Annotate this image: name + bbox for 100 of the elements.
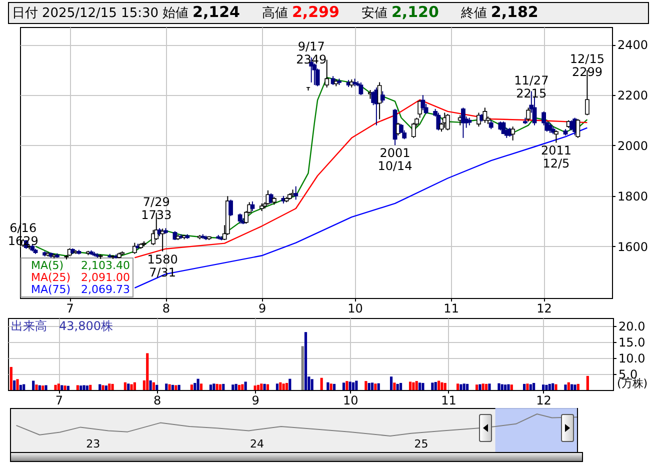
bar bbox=[498, 383, 500, 390]
bar bbox=[326, 382, 330, 390]
annotation: 11/27 2215 bbox=[514, 73, 549, 100]
bar bbox=[38, 385, 41, 390]
x-tick-label: 10 bbox=[348, 302, 363, 316]
y-tick-label: 2000 bbox=[618, 138, 648, 153]
bar bbox=[200, 384, 203, 390]
bar bbox=[196, 378, 200, 390]
bar bbox=[238, 384, 241, 390]
annotation: 2001 10/14 bbox=[378, 146, 412, 174]
y-axis-title: (万株) bbox=[617, 377, 648, 390]
bar bbox=[86, 386, 88, 390]
bar bbox=[133, 382, 136, 390]
bar bbox=[523, 384, 526, 390]
bar bbox=[348, 382, 352, 390]
x-tick-label: 12 bbox=[536, 394, 552, 408]
bar bbox=[346, 381, 348, 390]
x-tick-label: 8 bbox=[162, 302, 170, 316]
bar bbox=[282, 384, 285, 390]
bar bbox=[285, 382, 288, 390]
x-tick-label: 23 bbox=[86, 438, 100, 450]
bar bbox=[320, 378, 323, 390]
annotation: 2,069.73 bbox=[81, 283, 130, 296]
x-tick-label: 10 bbox=[342, 394, 358, 408]
text: 2,182 bbox=[490, 3, 538, 21]
bar bbox=[418, 382, 422, 390]
bar bbox=[241, 384, 244, 390]
candlestick bbox=[380, 90, 385, 104]
bar bbox=[64, 386, 66, 390]
bar bbox=[482, 384, 484, 390]
bar bbox=[437, 380, 440, 390]
candlestick bbox=[250, 200, 255, 212]
bar bbox=[475, 384, 478, 390]
bar bbox=[412, 382, 415, 390]
text: MA(25) bbox=[31, 271, 71, 284]
bar bbox=[466, 384, 469, 390]
bar bbox=[171, 384, 174, 390]
bar bbox=[368, 382, 370, 390]
bar bbox=[526, 384, 529, 390]
bar bbox=[408, 382, 412, 390]
bar bbox=[76, 385, 79, 390]
bar bbox=[127, 384, 130, 390]
line-series bbox=[134, 127, 588, 289]
x-tick-label: 11 bbox=[441, 394, 456, 408]
y-tick-label: 2400 bbox=[618, 38, 648, 52]
candlestick bbox=[436, 112, 441, 131]
bar bbox=[310, 379, 314, 390]
bar bbox=[364, 381, 368, 390]
bar bbox=[254, 386, 256, 390]
bar bbox=[485, 384, 488, 390]
y-tick-label: 1600 bbox=[618, 240, 648, 254]
bar bbox=[16, 379, 19, 390]
bar bbox=[266, 384, 270, 390]
y-tick-label: 15.0 bbox=[618, 336, 646, 350]
bar bbox=[174, 385, 178, 390]
y-tick-label: 10.0 bbox=[618, 352, 646, 366]
y-tick-label: 2200 bbox=[618, 88, 648, 103]
bar bbox=[108, 384, 111, 390]
annotation: 1580 7/31 bbox=[147, 252, 178, 280]
bar bbox=[415, 381, 418, 390]
bar bbox=[507, 384, 510, 390]
bar bbox=[504, 384, 507, 390]
text: 終値 bbox=[460, 6, 487, 21]
text: 安値 bbox=[361, 6, 388, 21]
bar bbox=[456, 384, 460, 390]
bar bbox=[44, 385, 48, 390]
bar bbox=[42, 386, 44, 390]
bar bbox=[301, 346, 304, 390]
bar bbox=[532, 382, 536, 390]
bar bbox=[276, 384, 279, 390]
bar bbox=[396, 384, 399, 390]
bar bbox=[510, 384, 513, 390]
bar bbox=[545, 384, 548, 390]
candlestick bbox=[411, 122, 416, 138]
candlestick bbox=[461, 107, 466, 138]
bar bbox=[212, 384, 216, 390]
bar bbox=[244, 382, 247, 390]
bar bbox=[89, 384, 92, 390]
bar bbox=[564, 384, 567, 390]
text: 2,120 bbox=[391, 3, 439, 21]
bar bbox=[288, 378, 292, 390]
candlestick bbox=[576, 118, 580, 138]
bar bbox=[209, 384, 212, 390]
bar bbox=[263, 384, 266, 390]
candlestick bbox=[358, 82, 364, 96]
candlestick bbox=[510, 126, 516, 141]
bar bbox=[355, 380, 358, 390]
bar bbox=[390, 376, 393, 390]
bar bbox=[574, 384, 576, 390]
bar bbox=[190, 384, 194, 390]
bar bbox=[570, 384, 574, 390]
bar bbox=[434, 382, 437, 390]
bar bbox=[567, 382, 570, 390]
annotation: 7/29 1733 bbox=[141, 194, 172, 222]
bar bbox=[330, 384, 332, 390]
bar bbox=[111, 384, 114, 390]
bar bbox=[332, 384, 336, 390]
bar bbox=[60, 385, 64, 390]
bar bbox=[256, 384, 260, 390]
annotation: 2011 12/5 bbox=[540, 144, 572, 171]
